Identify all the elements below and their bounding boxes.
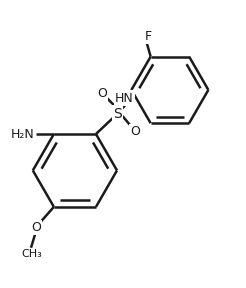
Text: O: O xyxy=(131,125,140,138)
Text: O: O xyxy=(31,221,41,234)
Text: H₂N: H₂N xyxy=(11,128,35,141)
Text: CH₃: CH₃ xyxy=(22,249,43,259)
Text: F: F xyxy=(145,30,152,43)
Text: HN: HN xyxy=(115,92,134,105)
Text: S: S xyxy=(113,107,122,121)
Text: O: O xyxy=(97,87,107,100)
